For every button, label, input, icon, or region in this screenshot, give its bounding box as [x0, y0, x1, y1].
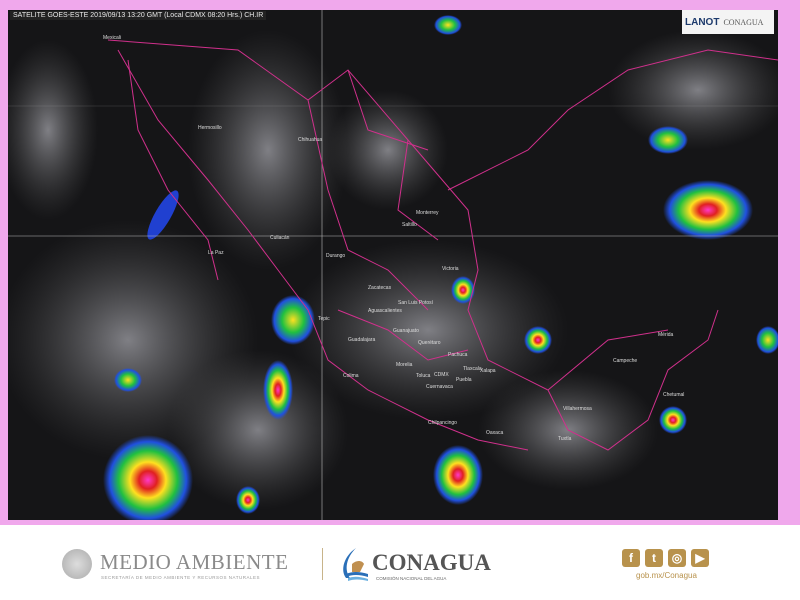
city-label: Guanajuato [393, 328, 419, 334]
city-label: Chilpancingo [428, 420, 457, 426]
city-label: Durango [326, 253, 346, 259]
city-label: Villahermosa [563, 406, 592, 412]
city-label: Colima [343, 373, 359, 379]
city-label: Chihuahua [298, 137, 323, 143]
city-label: San Luis Potosí [398, 300, 434, 306]
instagram-icon[interactable]: ◎ [668, 549, 686, 567]
facebook-icon[interactable]: f [622, 549, 640, 567]
city-label: Oaxaca [486, 430, 504, 436]
city-label: CDMX [434, 372, 449, 378]
city-label: Monterrey [416, 210, 439, 216]
lanot-logo: LANOT CONAGUA [682, 10, 774, 34]
city-label: Tuxtla [558, 436, 572, 442]
city-label: Tepic [318, 316, 330, 322]
medio-ambiente-subtitle: SECRETARÍA DE MEDIO AMBIENTE Y RECURSOS … [101, 575, 260, 580]
city-label: Campeche [613, 358, 638, 364]
city-label: Hermosillo [198, 125, 222, 131]
city-label: Toluca [416, 373, 431, 379]
divider [322, 548, 323, 580]
city-label: Guadalajara [348, 337, 376, 343]
lanot-text: LANOT [685, 16, 720, 28]
city-label: Morelia [396, 362, 413, 368]
satellite-caption: SATELITE GOES-ESTE 2019/09/13 13:20 GMT … [10, 11, 267, 20]
mexico-seal-icon [62, 549, 92, 579]
storm-cells [103, 15, 778, 520]
city-label: Saltillo [402, 222, 417, 228]
city-label: Culiacán [270, 235, 290, 241]
conagua-subtitle: COMISIÓN NACIONAL DEL AGUA [376, 576, 447, 581]
city-label: Aguascalientes [368, 308, 402, 314]
medio-ambiente-title: MEDIO AMBIENTE [100, 550, 289, 574]
map-overlay [8, 10, 778, 520]
city-label: Puebla [456, 377, 472, 383]
city-label: Cuernavaca [426, 384, 453, 390]
gray-clouds [8, 30, 778, 510]
conagua-title: CONAGUA [372, 550, 491, 575]
state-boundaries [107, 39, 778, 451]
city-label: Mexicali [103, 35, 122, 41]
grid-lines [8, 10, 778, 520]
youtube-icon[interactable]: ▶ [691, 549, 709, 567]
city-label: Pachuca [448, 352, 468, 358]
city-label: Querétaro [418, 340, 441, 346]
city-label: Mérida [658, 332, 674, 338]
city-label: Tlaxcala [463, 366, 482, 372]
conagua-small-text: CONAGUA [723, 17, 764, 27]
website-link[interactable]: gob.mx/Conagua [636, 571, 697, 580]
social-links: f t ◎ ▶ [622, 549, 709, 567]
city-label: Xalapa [480, 368, 496, 374]
footer [0, 525, 800, 600]
conagua-logo-icon [343, 548, 368, 581]
city-label: Victoria [442, 266, 459, 272]
city-label: Chetumal [663, 392, 685, 398]
city-label: La Paz [208, 250, 224, 256]
city-label: Zacatecas [368, 285, 392, 291]
satellite-image: Mexicali Hermosillo Chihuahua La Paz Cul… [8, 10, 778, 520]
twitter-icon[interactable]: t [645, 549, 663, 567]
